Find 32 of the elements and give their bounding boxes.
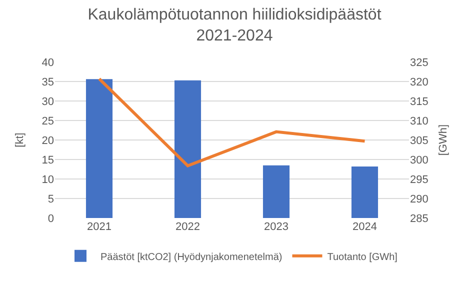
x-tick-label: 2024 bbox=[352, 221, 377, 233]
y-tick-label: 0 bbox=[48, 212, 54, 225]
y2-tick-label: 285 bbox=[410, 212, 428, 225]
x-tick-label: 2023 bbox=[264, 221, 288, 233]
y2-tick-label: 300 bbox=[410, 154, 428, 166]
y2-tick-label: 310 bbox=[410, 115, 428, 128]
y-tick-label: 25 bbox=[42, 115, 54, 128]
bar bbox=[86, 79, 113, 218]
y-tick-label: 35 bbox=[42, 76, 54, 88]
y2-tick-label: 305 bbox=[410, 134, 428, 147]
y2-tick-label: 315 bbox=[410, 96, 428, 108]
legend-label: Päästöt [ktCO2] (Hyödynjakomenetelmä) bbox=[100, 252, 282, 263]
chart-title: Kaukolämpötuotannon hiilidioksidipäästöt 2021-2024 bbox=[88, 6, 382, 45]
y2-tick-label: 290 bbox=[410, 193, 428, 206]
y-tick-label: 15 bbox=[42, 154, 54, 166]
y2-tick-label: 320 bbox=[410, 76, 428, 88]
legend-label: Tuotanto [GWh] bbox=[327, 252, 398, 263]
y2-tick-label: 295 bbox=[410, 174, 428, 186]
y-tick-label: 5 bbox=[48, 193, 54, 206]
y2-axis-title: [GWh] bbox=[438, 124, 450, 156]
bar bbox=[262, 165, 290, 218]
x-tick-label: 2021 bbox=[87, 221, 112, 233]
y-axis-title: [kt] bbox=[14, 132, 26, 148]
line-series bbox=[98, 77, 366, 168]
x-tick-label: 2022 bbox=[176, 221, 200, 233]
y-tick-label: 40 bbox=[42, 56, 54, 69]
y-tick-label: 10 bbox=[42, 174, 54, 186]
y-tick-label: 20 bbox=[42, 134, 54, 147]
y-tick-label: 30 bbox=[42, 96, 54, 108]
bar bbox=[174, 80, 202, 218]
y2-tick-label: 325 bbox=[410, 56, 428, 69]
bar bbox=[351, 166, 378, 218]
